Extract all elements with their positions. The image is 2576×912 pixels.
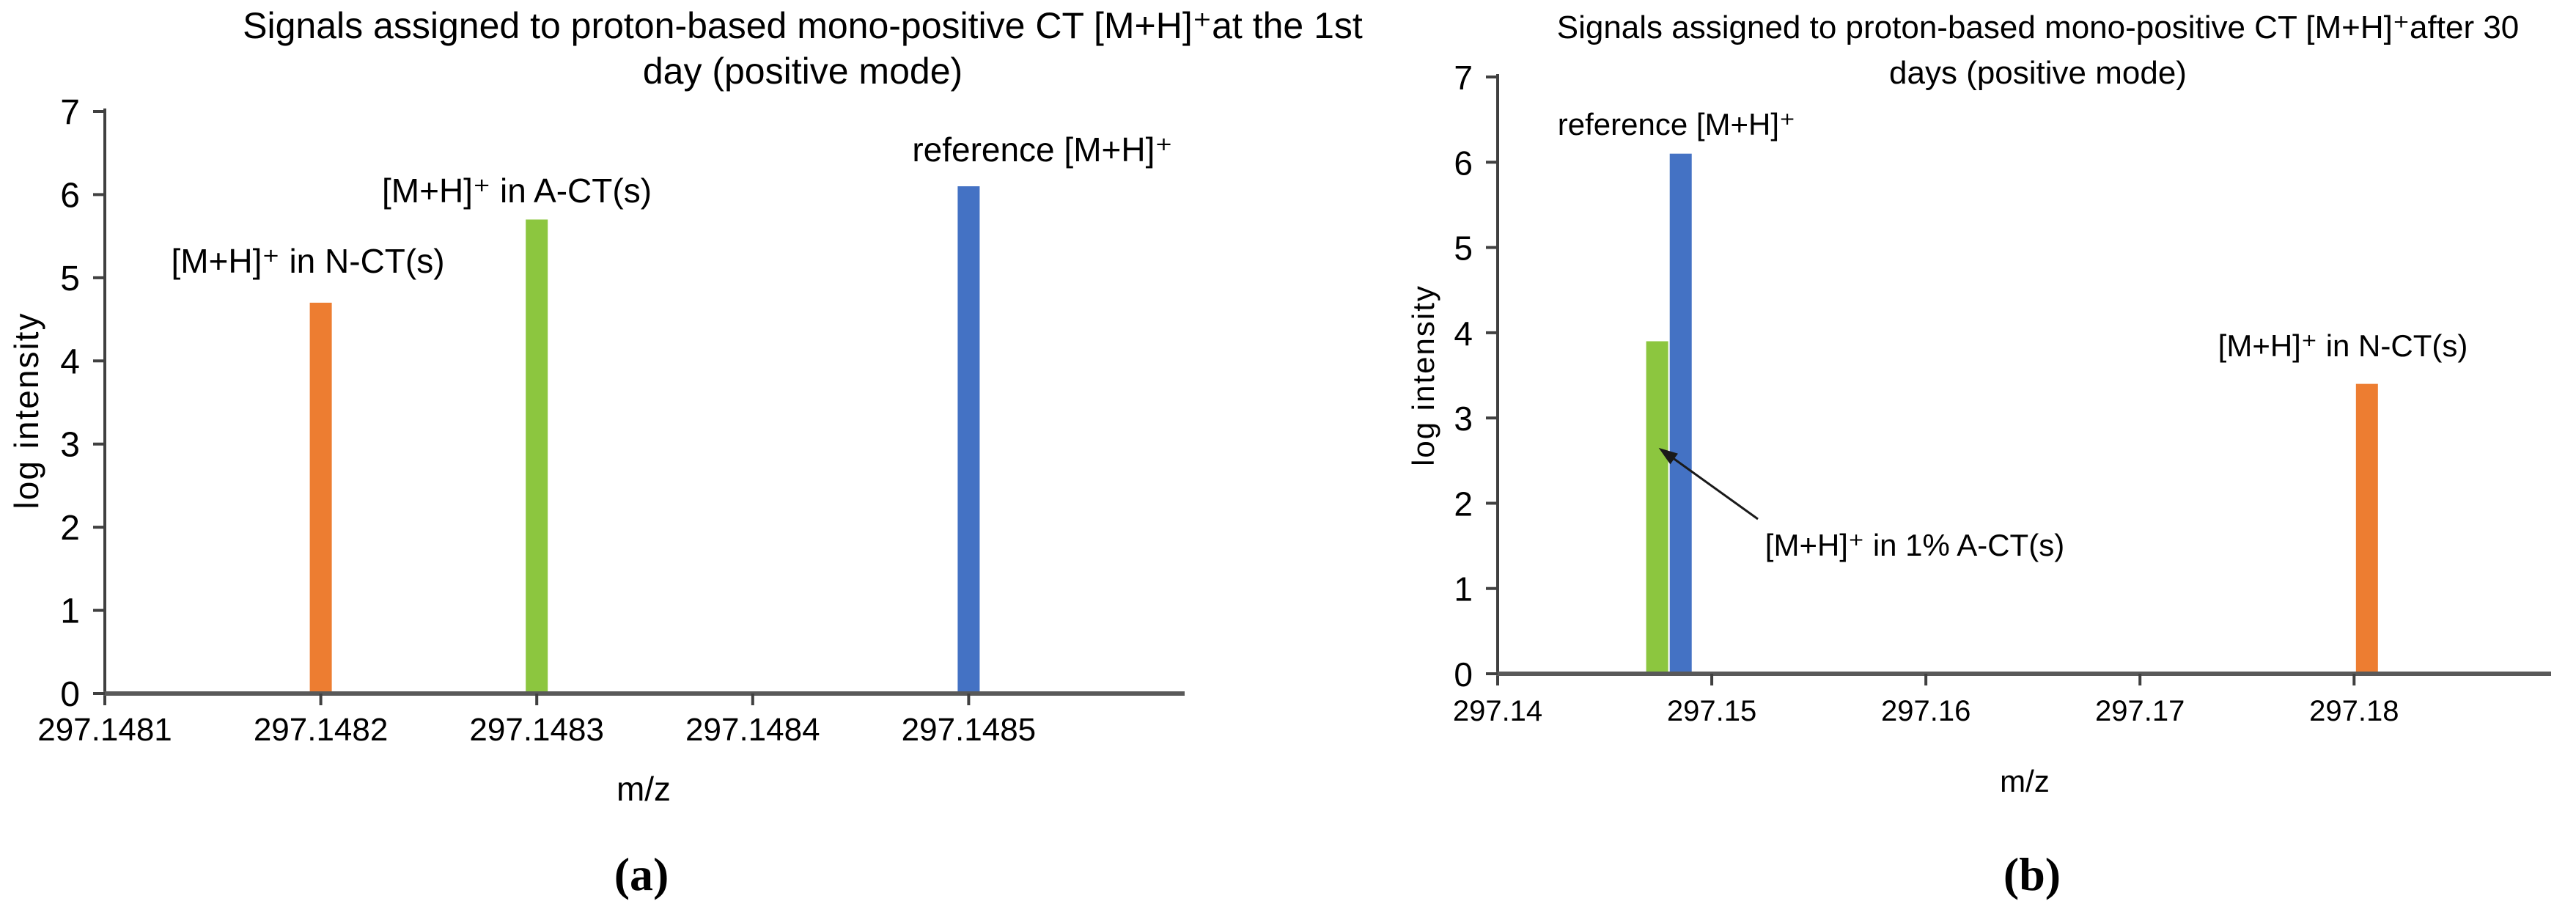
- y-tick-label: 6: [60, 176, 80, 215]
- caption-b: (b): [2003, 848, 2061, 900]
- y-tick-label: 7: [1454, 59, 1473, 97]
- bar: [1646, 341, 1668, 674]
- y-tick-label: 3: [1454, 400, 1473, 438]
- y-tick-label: 5: [60, 260, 80, 298]
- y-tick-label: 6: [1454, 144, 1473, 182]
- x-tick-label: 297.18: [2309, 695, 2399, 727]
- chart-b-title-line2: days (positive mode): [1889, 55, 2187, 91]
- chart-a-title-line1: Signals assigned to proton-based mono-po…: [243, 5, 1363, 46]
- x-tick-label: 297.1483: [469, 712, 604, 748]
- x-tick-label: 297.1484: [685, 712, 820, 748]
- bar: [957, 186, 980, 694]
- x-tick-label: 297.1485: [902, 712, 1037, 748]
- y-tick-label: 1: [1454, 570, 1473, 608]
- x-tick-label: 297.17: [2095, 695, 2185, 727]
- bar: [526, 219, 548, 694]
- y-tick-label: 2: [1454, 485, 1473, 523]
- x-tick-label: 297.15: [1667, 695, 1756, 727]
- annotation-arrowhead: [1658, 447, 1678, 465]
- y-tick-label: 4: [60, 342, 80, 381]
- chart-b-bar-label-n-ct: [M+H]⁺ in N-CT(s): [2218, 328, 2468, 363]
- y-tick-label: 3: [60, 426, 80, 465]
- y-tick-label: 0: [1454, 655, 1473, 694]
- chart-panel-b: Signals assigned to proton-based mono-po…: [1406, 10, 2551, 798]
- caption-a: (a): [614, 848, 669, 900]
- chart-b-bar-label-reference: reference [M+H]⁺: [1558, 107, 1795, 141]
- chart-a-plot-area: 0 1 2 3 4 5 6 7 297.1481 297.1482 297.1483 297.1484…: [37, 93, 1185, 748]
- chart-a-title-line2: day (positive mode): [643, 51, 963, 92]
- x-tick-label: 297.1481: [37, 712, 172, 748]
- chart-b-title-line1: Signals assigned to proton-based mono-po…: [1557, 10, 2520, 45]
- chart-b-x-axis-label: m/z: [2000, 764, 2050, 798]
- bar: [1669, 153, 1692, 674]
- bar: [309, 302, 332, 694]
- x-tick-label: 297.1482: [254, 712, 389, 748]
- x-tick-label: 297.16: [1881, 695, 1970, 727]
- y-tick-label: 5: [1454, 229, 1473, 268]
- chart-a-y-axis-label: log intensity: [7, 312, 45, 510]
- chart-a-bar-label-n-ct: [M+H]⁺ in N-CT(s): [171, 242, 444, 280]
- y-tick-label: 0: [60, 675, 80, 714]
- y-tick-label: 1: [60, 592, 80, 631]
- y-tick-label: 4: [1454, 315, 1473, 353]
- y-tick-label: 2: [60, 509, 80, 548]
- x-tick-label: 297.14: [1453, 695, 1542, 727]
- bar: [2355, 383, 2378, 674]
- chart-a-bar-label-a-ct: [M+H]⁺ in A-CT(s): [382, 172, 652, 210]
- y-tick-label: 7: [60, 93, 80, 132]
- chart-panel-a: Signals assigned to proton-based mono-po…: [7, 5, 1363, 808]
- chart-b-y-axis-label: log intensity: [1406, 284, 1440, 466]
- chart-a-bar-label-reference: reference [M+H]⁺: [912, 130, 1172, 169]
- chart-b-plot-area: 0 1 2 3 4 5 6 7 297.14 297.15 297.16 297.17 297.18: [1453, 59, 2551, 727]
- annotation-arrow-line: [1665, 452, 1759, 521]
- chart-a-x-axis-label: m/z: [617, 770, 671, 808]
- chart-b-annotation-text: [M+H]⁺ in 1% A-CT(s): [1765, 528, 2064, 562]
